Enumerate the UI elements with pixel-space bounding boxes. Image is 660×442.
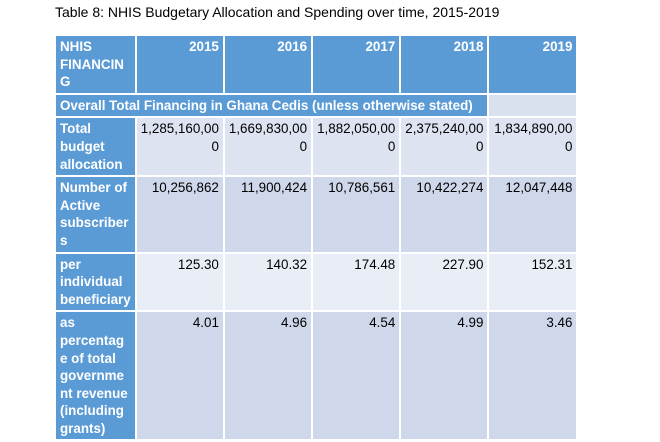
table-cell: 152.31: [489, 253, 577, 311]
table-cell: 125.30: [136, 253, 223, 311]
table-cell: 4.54: [313, 312, 400, 440]
header-label: NHIS FINANCIN G: [56, 36, 135, 93]
table-cell: 4.99: [401, 312, 488, 440]
table-caption: Table 8: NHIS Budgetary Allocation and S…: [55, 4, 500, 20]
row-label: Total budget allocation: [56, 118, 135, 176]
table-cell: 4.01: [136, 312, 223, 440]
table-cell: 11,900,424: [224, 177, 312, 252]
table-cell: 3.46: [489, 312, 577, 440]
table-cell: 10,422,274: [401, 177, 488, 252]
header-year: 2019: [489, 36, 577, 93]
table-cell: 10,786,561: [313, 177, 400, 252]
row-label: as percentag e of total governme nt reve…: [56, 312, 135, 440]
table-row: Total budget allocation 1,285,160,00 0 1…: [56, 118, 577, 176]
table-cell: 10,256,862: [136, 177, 223, 252]
header-row: NHIS FINANCIN G 2015 2016 2017 2018 2019: [56, 36, 577, 93]
section-blank-cell: [489, 94, 577, 117]
table-cell: 1,834,890,00 0: [489, 118, 577, 176]
table-cell: 1,669,830,00 0: [224, 118, 312, 176]
row-label: Number of Active subscriber s: [56, 177, 135, 252]
table-cell: 2,375,240,00 0: [401, 118, 488, 176]
table-cell: 1,285,160,00 0: [136, 118, 223, 176]
nhis-financing-table: NHIS FINANCIN G 2015 2016 2017 2018 2019…: [54, 34, 578, 441]
table-cell: 4.96: [224, 312, 312, 440]
header-year: 2018: [401, 36, 488, 93]
section-title: Overall Total Financing in Ghana Cedis (…: [56, 94, 488, 117]
table-cell: 1,882,050,00 0: [313, 118, 400, 176]
table-row: Number of Active subscriber s 10,256,862…: [56, 177, 577, 252]
table-row: as percentag e of total governme nt reve…: [56, 312, 577, 440]
row-label: per individual beneficiary: [56, 253, 135, 311]
header-year: 2015: [136, 36, 223, 93]
table-cell: 227.90: [401, 253, 488, 311]
table-cell: 12,047,448: [489, 177, 577, 252]
table-row: per individual beneficiary 125.30 140.32…: [56, 253, 577, 311]
header-year: 2016: [224, 36, 312, 93]
section-row: Overall Total Financing in Ghana Cedis (…: [56, 94, 577, 117]
table-cell: 174.48: [313, 253, 400, 311]
header-year: 2017: [313, 36, 400, 93]
table-cell: 140.32: [224, 253, 312, 311]
